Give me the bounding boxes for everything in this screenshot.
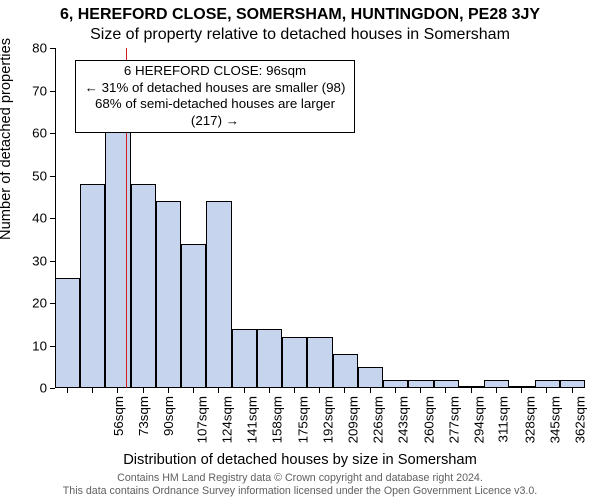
x-tick-label: 209sqm [345, 396, 360, 443]
credit-line-2: This data contains Ordnance Survey infor… [0, 485, 600, 498]
x-tick-label: 277sqm [446, 396, 461, 443]
x-tick [471, 388, 472, 393]
x-tick [445, 388, 446, 393]
histogram-bar [257, 329, 282, 389]
histogram-bar [282, 337, 307, 388]
chart-title-address: 6, HEREFORD CLOSE, SOMERSHAM, HUNTINGDON… [0, 6, 600, 24]
x-tick-label: 243sqm [396, 396, 411, 443]
credit-text: Contains HM Land Registry data © Crown c… [0, 472, 600, 498]
x-tick [218, 388, 219, 393]
y-tick [50, 218, 55, 219]
x-tick-label: 73sqm [136, 396, 151, 436]
y-tick [50, 388, 55, 389]
histogram-bar [509, 386, 534, 388]
histogram-bar [434, 380, 459, 389]
histogram-bar [131, 184, 156, 388]
y-tick-label: 50 [17, 168, 47, 183]
histogram-bar [307, 337, 332, 388]
x-tick [244, 388, 245, 393]
x-tick-label: 345sqm [547, 396, 562, 443]
annotation-line: 68% of semi-detached houses are larger (… [80, 96, 350, 129]
y-tick [50, 176, 55, 177]
histogram-plot-area: 0102030405060708056sqm73sqm90sqm107sqm12… [55, 48, 585, 388]
x-tick-label: 260sqm [421, 396, 436, 443]
x-tick [420, 388, 421, 393]
x-tick-label: 56sqm [111, 396, 126, 436]
annotation-box: 6 HEREFORD CLOSE: 96sqm← 31% of detached… [75, 60, 355, 133]
annotation-line: 6 HEREFORD CLOSE: 96sqm [80, 63, 350, 80]
x-tick [572, 388, 573, 393]
x-tick-label: 362sqm [573, 396, 588, 443]
y-tick-label: 10 [17, 338, 47, 353]
x-tick [168, 388, 169, 393]
x-tick [319, 388, 320, 393]
x-tick [143, 388, 144, 393]
x-tick-label: 90sqm [161, 396, 176, 436]
y-tick-label: 60 [17, 126, 47, 141]
y-tick-label: 20 [17, 296, 47, 311]
histogram-bar [383, 380, 408, 389]
x-tick [294, 388, 295, 393]
histogram-bar [459, 386, 484, 388]
annotation-line: ← 31% of detached houses are smaller (98… [80, 80, 350, 97]
x-tick [521, 388, 522, 393]
chart-subtitle: Size of property relative to detached ho… [0, 26, 600, 44]
x-tick-label: 124sqm [219, 396, 234, 443]
x-tick-label: 192sqm [320, 396, 335, 443]
histogram-bar [156, 201, 181, 388]
credit-line-1: Contains HM Land Registry data © Crown c… [0, 472, 600, 485]
histogram-bar [181, 244, 206, 389]
x-tick-label: 226sqm [371, 396, 386, 443]
x-tick [344, 388, 345, 393]
histogram-bar [358, 367, 383, 388]
y-tick [50, 261, 55, 262]
y-tick-label: 70 [17, 83, 47, 98]
x-tick [92, 388, 93, 393]
y-tick-label: 40 [17, 211, 47, 226]
x-tick [546, 388, 547, 393]
histogram-bar [80, 184, 105, 388]
histogram-bar [206, 201, 231, 388]
x-tick [496, 388, 497, 393]
x-tick [193, 388, 194, 393]
histogram-bar [560, 380, 585, 389]
x-tick [395, 388, 396, 393]
histogram-bar [333, 354, 358, 388]
x-tick-label: 158sqm [270, 396, 285, 443]
x-tick-label: 311sqm [496, 396, 511, 442]
y-tick [50, 48, 55, 49]
x-tick-label: 175sqm [295, 396, 310, 443]
x-axis-label: Distribution of detached houses by size … [0, 452, 600, 468]
y-tick-label: 30 [17, 253, 47, 268]
x-tick [269, 388, 270, 393]
y-tick-label: 0 [17, 381, 47, 396]
x-tick-label: 141sqm [244, 396, 259, 443]
y-tick [50, 133, 55, 134]
histogram-bar [408, 380, 433, 389]
y-tick-label: 80 [17, 41, 47, 56]
y-axis-label: Number of detached properties [0, 38, 14, 240]
x-tick [117, 388, 118, 393]
x-tick-label: 107sqm [194, 396, 209, 443]
x-tick [370, 388, 371, 393]
histogram-bar [484, 380, 509, 389]
histogram-bar [55, 278, 80, 389]
histogram-bar [232, 329, 257, 389]
histogram-bar [535, 380, 560, 389]
y-tick [50, 91, 55, 92]
x-tick-label: 294sqm [472, 396, 487, 443]
x-tick-label: 328sqm [522, 396, 537, 443]
x-tick [67, 388, 68, 393]
